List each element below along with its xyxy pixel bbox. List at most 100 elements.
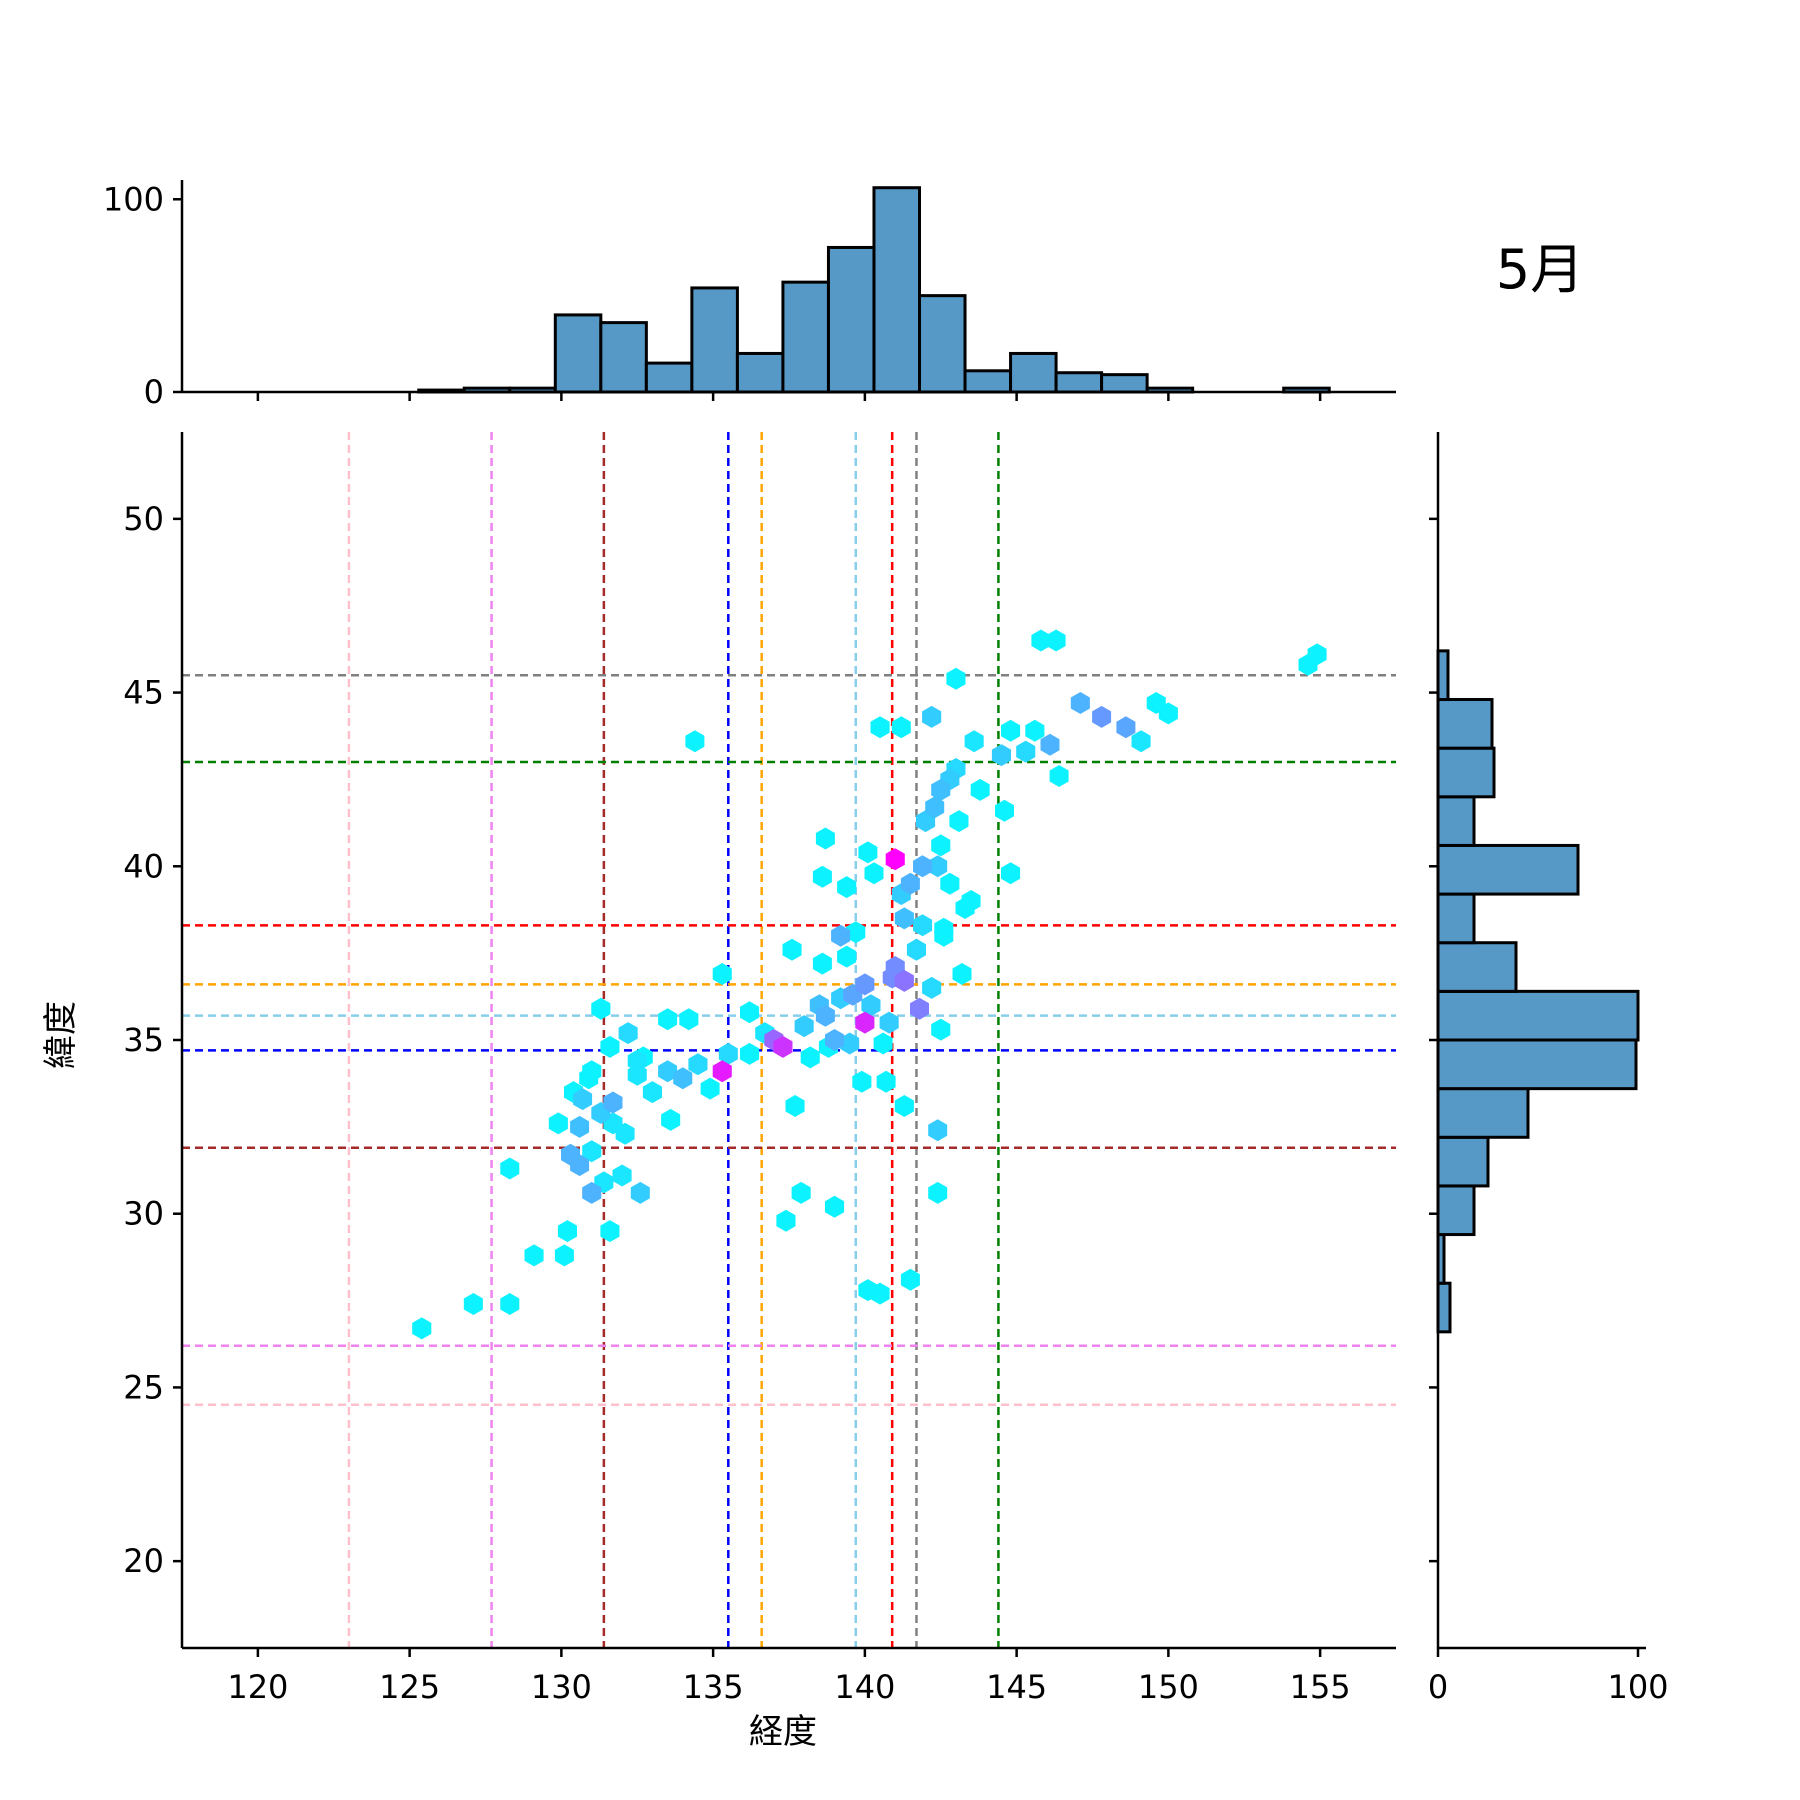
hexbin-cell (815, 827, 835, 850)
hexbin-cell (740, 1001, 760, 1024)
hexbin-cell (837, 876, 857, 899)
y-tick-label: 50 (123, 500, 164, 538)
hexbin-cell (557, 1220, 577, 1243)
hexbin-cell (642, 1081, 662, 1104)
top-hist-y-tick-label: 0 (144, 373, 164, 411)
x-axis-label: 経度 (749, 1712, 817, 1752)
reference-lines (182, 432, 1396, 1648)
hexbin-cell (791, 1181, 811, 1204)
hexbin-cell (1016, 740, 1036, 763)
hexbin-cell (630, 1181, 650, 1204)
right-hist-bar (1436, 941, 1518, 993)
hexbin-cell (946, 667, 966, 690)
hexbin-cell (894, 1095, 914, 1117)
top-hist-bar (1100, 373, 1149, 394)
y-tick-label: 35 (123, 1021, 164, 1059)
hexbin-cell (815, 1004, 835, 1027)
hexbin-cell (922, 976, 942, 999)
hexbin-cell (794, 1015, 814, 1038)
hexbin-layer (412, 629, 1327, 1340)
hexbin-cell (591, 997, 611, 1020)
top-hist-bar (918, 294, 967, 394)
hexbin-cell (840, 1032, 860, 1055)
hexbin-cell (861, 994, 881, 1017)
y-tick-label: 30 (123, 1195, 164, 1233)
hexbin-cell (910, 997, 929, 1020)
hexbin-cell (661, 1108, 681, 1131)
right-hist-x-tick-label: 100 (1607, 1668, 1668, 1706)
hexbin-cell (825, 1029, 845, 1051)
hexbin-cell (773, 1035, 793, 1058)
hexbin-cell (718, 1042, 738, 1065)
hexbin-cell (685, 730, 705, 753)
hexbin-cell (1025, 719, 1045, 742)
hexbin-cell (500, 1157, 520, 1180)
hexbin-cell (673, 1067, 693, 1090)
right-hist-x-tick-label: 0 (1428, 1668, 1448, 1706)
hexbin-cell (1116, 716, 1136, 739)
hexbin-cell (831, 924, 851, 947)
right-marginal-histogram (1436, 649, 1640, 1334)
hexbin-cell (582, 1181, 602, 1204)
hexbin-cell (913, 855, 933, 878)
right-hist-bar (1436, 989, 1640, 1042)
hexbin-cell (679, 1008, 699, 1031)
hexbin-cell (900, 1268, 920, 1291)
top-hist-bar (1054, 371, 1104, 394)
top-hist-bar (735, 351, 785, 394)
top-hist-bar (826, 245, 876, 394)
hexbin-cell (928, 855, 948, 878)
right-hist-bar (1436, 892, 1476, 945)
hexbin-cell (961, 890, 981, 912)
hexbin-cell (812, 865, 832, 888)
hexbin-cell (1092, 705, 1112, 728)
hexbin-cell (995, 799, 1014, 822)
hexbin-cell (852, 1070, 872, 1093)
hexbin-cell (1031, 629, 1051, 652)
hexbin-cell (873, 1032, 893, 1055)
hexbin-cell (712, 963, 732, 985)
right-hist-bar (1436, 1135, 1490, 1188)
hexbin-cell (913, 914, 933, 937)
chart-title: 5月 (1496, 238, 1584, 301)
hexbin-cell (600, 1035, 620, 1058)
right-hist-bar (1436, 1184, 1476, 1237)
hexbin-cell (825, 1195, 845, 1218)
hexbin-cell (1070, 692, 1090, 714)
hexbin-cell (582, 1140, 602, 1163)
right-hist-bar (1436, 795, 1476, 847)
hexbin-cell (952, 963, 972, 985)
hexbin-cell (855, 973, 875, 996)
hexbin-cell (858, 1279, 878, 1302)
right-hist-bar (1436, 746, 1496, 799)
hexbin-cell (931, 834, 951, 857)
hexbin-cell (412, 1317, 432, 1340)
hexbin-cell (855, 1011, 875, 1034)
hexbin-cell (864, 862, 884, 885)
hexbin-cell (858, 841, 878, 864)
top-hist-bar (644, 361, 694, 394)
hexbin-cell (524, 1244, 544, 1267)
hexbin-cell (906, 938, 926, 961)
hexbin-cell (1131, 730, 1151, 753)
hexbin-cell (922, 705, 942, 728)
hexbin-cell (579, 1067, 599, 1090)
hexbin-cell (688, 1053, 708, 1076)
right-hist-bar (1436, 1281, 1452, 1334)
x-tick-label: 150 (1138, 1668, 1199, 1706)
hexbin-cell (785, 1095, 805, 1117)
hexbin-cell (500, 1293, 520, 1315)
hexbin-cell (894, 969, 914, 992)
hexbin-cell (931, 1018, 951, 1041)
hexbin-cell (1158, 702, 1178, 725)
hexbin-cell (1040, 733, 1060, 756)
y-tick-label: 25 (123, 1368, 164, 1406)
hexbin-cell (928, 1181, 948, 1204)
hexbin-cell (600, 1220, 620, 1243)
y-tick-label: 40 (123, 847, 164, 885)
top-hist-bar (690, 286, 739, 394)
x-tick-label: 135 (683, 1668, 744, 1706)
y-tick-label: 20 (123, 1542, 164, 1580)
hexbin-cell (900, 872, 920, 895)
hexbin-cell (782, 938, 802, 961)
